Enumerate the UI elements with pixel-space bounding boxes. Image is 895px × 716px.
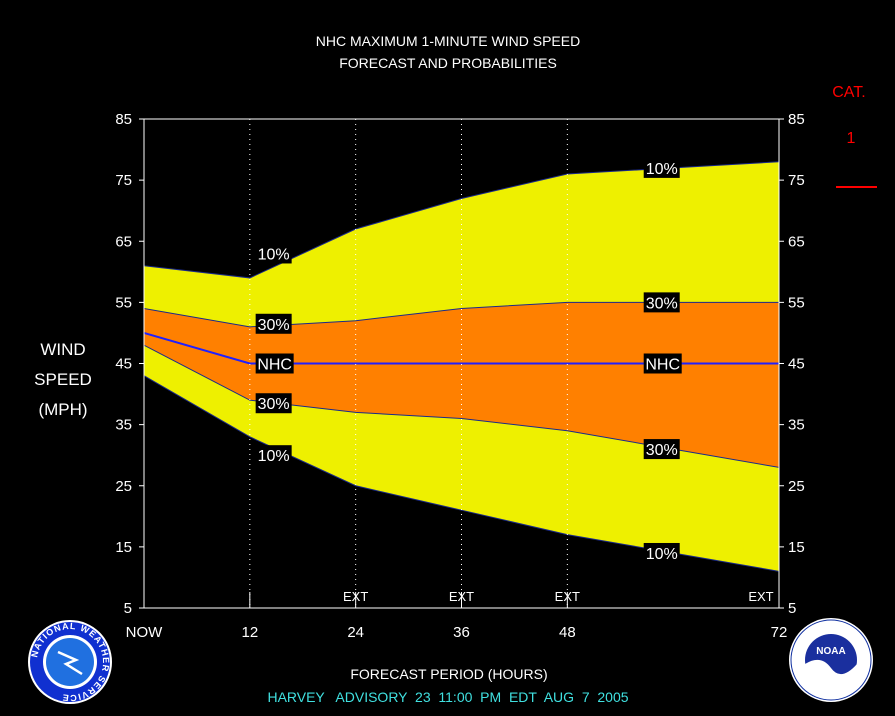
curve-labels: 10% 30% NHC 30% 10% 10% 30% NHC 30% 10%: [255, 157, 682, 563]
curve-label: 10%: [646, 546, 678, 563]
curve-label: NHC: [257, 357, 292, 374]
curve-label-bg: [643, 439, 680, 460]
y-tick-label-right: 25: [788, 478, 805, 495]
curve-label: 10%: [258, 246, 290, 263]
plot-area: [143, 118, 780, 609]
curve-label-bg: [643, 353, 682, 374]
curve-label: 10%: [646, 161, 678, 178]
curve-label-bg: [643, 292, 680, 313]
y-tick-label-right: 5: [788, 600, 796, 617]
x-axis: NOW 12 24 36 48 72 EXT EXT EXT EXT: [126, 589, 788, 641]
noaa-logo: NOAA: [789, 618, 873, 702]
nws-logo: NATIONAL WEATHER SERVICE: [28, 620, 112, 704]
y-tick-label-right: 75: [788, 172, 805, 189]
ext-label: EXT: [343, 589, 368, 604]
curve-label: 30%: [258, 317, 290, 334]
ext-label: EXT: [748, 589, 773, 604]
noaa-logo-text: NOAA: [816, 646, 845, 657]
category-heading: CAT.: [832, 84, 865, 101]
y-tick-label-right: 45: [788, 356, 805, 373]
y-tick-label-left: 15: [115, 539, 132, 556]
y-axis-left: 5 15 25 35 45 55 65 75 85: [115, 111, 144, 617]
y-tick-label-right: 15: [788, 539, 805, 556]
curve-label: 30%: [646, 295, 678, 312]
x-tick-label: 36: [453, 624, 470, 641]
x-tick-label: NOW: [126, 624, 164, 641]
y-tick-label-right: 65: [788, 233, 805, 250]
y-axis-label-line1: WIND: [40, 340, 85, 359]
ext-label: EXT: [555, 589, 580, 604]
chart-title-line2: FORECAST AND PROBABILITIES: [339, 55, 557, 71]
y-tick-label-right: 55: [788, 294, 805, 311]
y-tick-label-right: 85: [788, 111, 805, 128]
y-axis-label-line3: (MPH): [38, 400, 87, 419]
curve-label: 10%: [258, 448, 290, 465]
advisory-line: HARVEY ADVISORY 23 11:00 PM EDT AUG 7 20…: [267, 689, 628, 705]
curve-label: 30%: [258, 396, 290, 413]
y-tick-label-left: 65: [115, 233, 132, 250]
x-tick-label: 72: [771, 624, 788, 641]
curve-label-bg: [643, 157, 680, 178]
y-axis-label-line2: SPEED: [34, 370, 92, 389]
curve-label-bg: [643, 542, 680, 563]
x-tick-label: 24: [347, 624, 364, 641]
y-tick-label-left: 55: [115, 294, 132, 311]
ext-label: EXT: [449, 589, 474, 604]
y-tick-label-left: 75: [115, 172, 132, 189]
category-value: 1: [847, 130, 856, 147]
y-tick-label-left: 5: [124, 600, 132, 617]
curve-label-bg: [255, 243, 292, 264]
chart-title-line1: NHC MAXIMUM 1-MINUTE WIND SPEED: [316, 33, 580, 49]
curve-label-bg: [255, 313, 292, 334]
curve-label: 30%: [646, 442, 678, 459]
y-tick-label-right: 35: [788, 417, 805, 434]
x-tick-label: 12: [241, 624, 258, 641]
x-axis-label: FORECAST PERIOD (HOURS): [350, 666, 547, 682]
curve-label: NHC: [645, 357, 680, 374]
curve-label-bg: [255, 445, 292, 466]
curve-label-bg: [255, 393, 292, 414]
y-tick-label-left: 25: [115, 478, 132, 495]
y-tick-label-left: 85: [115, 111, 132, 128]
x-tick-label: 48: [559, 624, 576, 641]
y-tick-label-left: 45: [115, 356, 132, 373]
y-tick-label-left: 35: [115, 417, 132, 434]
y-axis-right: 5 15 25 35 45 55 65 75 85: [779, 111, 805, 617]
curve-label-bg: [255, 353, 294, 374]
